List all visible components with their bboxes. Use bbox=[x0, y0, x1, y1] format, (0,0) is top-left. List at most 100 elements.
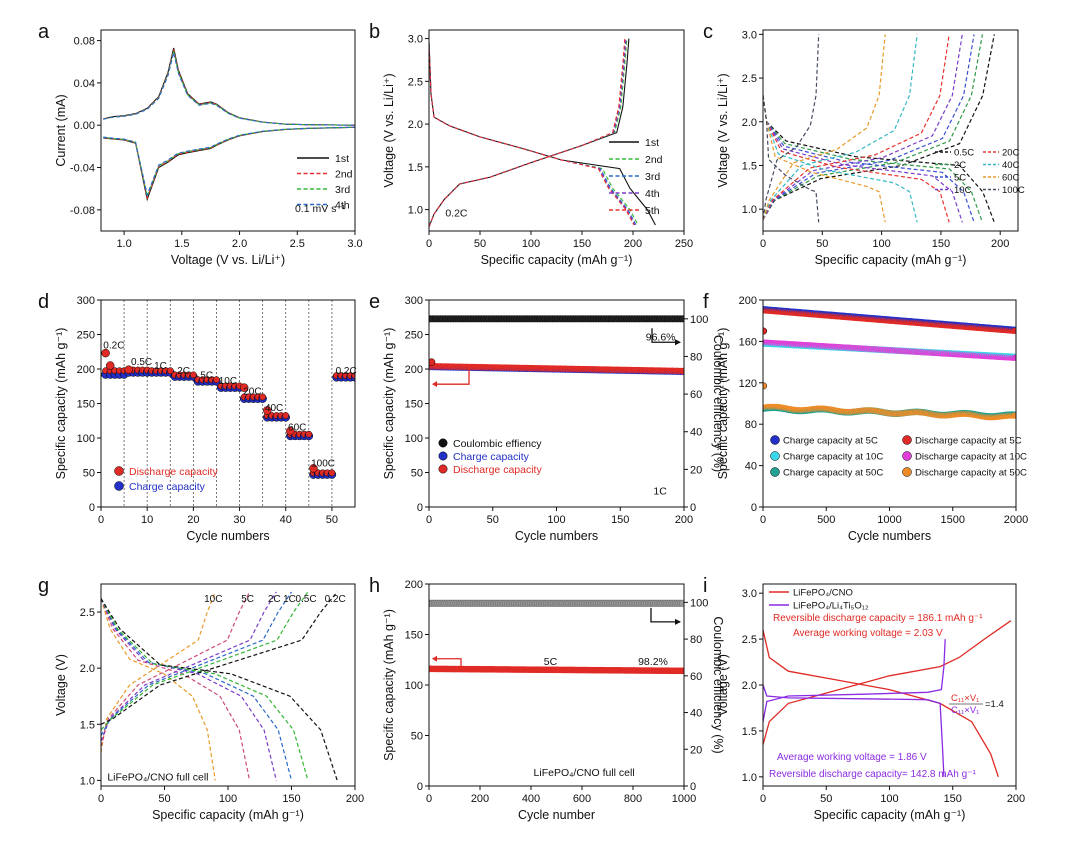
y-tick-label: 50 bbox=[411, 731, 423, 743]
x-tick-label: 250 bbox=[675, 238, 693, 250]
panel-label-f: f bbox=[703, 291, 709, 313]
x-tick-label: 100 bbox=[547, 514, 565, 526]
plot-area-g bbox=[101, 591, 338, 781]
charge-curve-0.2C bbox=[101, 591, 338, 725]
discharge-point-first bbox=[263, 406, 272, 415]
discharge-curve-2nd bbox=[429, 42, 639, 226]
rate-label: 0.2C bbox=[336, 366, 357, 377]
y-axis-label: Specific capacity (mAh g⁻¹) bbox=[54, 328, 68, 480]
discharge-point bbox=[328, 469, 336, 477]
x-tick-label: 2000 bbox=[1004, 514, 1028, 526]
point-Discharge capacity at 10C bbox=[1011, 354, 1016, 361]
plot-frame-h bbox=[428, 583, 685, 787]
arrow-to-left-axis bbox=[437, 366, 470, 385]
y-tick-label: 1.0 bbox=[742, 772, 757, 784]
discharge-curve-1st bbox=[429, 42, 656, 226]
legend-label: Charge capacity bbox=[453, 451, 530, 463]
annotation-cell: LiFePO₄/CNO full cell bbox=[107, 771, 208, 783]
y-tick-label: 200 bbox=[77, 364, 95, 376]
rate-label-10C: 10C bbox=[204, 594, 222, 605]
panel-d: d 0 10 20 30 40 50 0 50 100 150 200 250 300 Cycle numb… bbox=[38, 291, 357, 543]
x-tick-label: 40 bbox=[280, 514, 292, 526]
y-tick-label: 200 bbox=[405, 364, 423, 376]
panel-c: c 0 50 100 150 200 1.0 1.5 2.0 2.5 3.0 Specific cap… bbox=[703, 21, 1025, 267]
y-tick-label: 1.0 bbox=[408, 205, 423, 217]
y-tick-label: 150 bbox=[405, 630, 423, 642]
discharge-curve-10C bbox=[101, 598, 216, 781]
y-tick-label: 2.5 bbox=[742, 634, 757, 646]
discharge-point-first bbox=[429, 358, 436, 366]
y-tick-label: 1.0 bbox=[80, 775, 95, 787]
y-tick-label: 1.5 bbox=[408, 162, 423, 174]
x-tick-label: 20 bbox=[187, 514, 199, 526]
x-tick-label: 50 bbox=[158, 793, 170, 805]
legend-label: 2nd bbox=[335, 169, 353, 181]
x-axis-label: Specific capacity (mAh g⁻¹) bbox=[815, 253, 967, 267]
x-tick-label: 600 bbox=[573, 793, 591, 805]
y-tick-label: 0 bbox=[751, 502, 757, 514]
legend-marker bbox=[902, 467, 912, 477]
y-tick-label: 2.5 bbox=[80, 607, 95, 619]
y-axis-label: Current (mA) bbox=[54, 94, 68, 166]
legend-label: Discharge capacity bbox=[129, 466, 218, 478]
legend-label: 4th bbox=[335, 200, 350, 212]
legend-label: Discharge capacity bbox=[453, 464, 542, 476]
panel-i: i 0 50 100 150 200 1.0 1.5 2.0 2.5 3.0 Specific cap… bbox=[703, 575, 1025, 822]
discharge-point bbox=[259, 393, 267, 401]
discharge-curve-cno bbox=[763, 629, 999, 778]
annotation: Average working voltage = 2.03 V bbox=[793, 628, 943, 639]
x-tick-label: 0 bbox=[426, 238, 432, 250]
x-tick-label: 200 bbox=[471, 793, 489, 805]
legend-marker-discharge bbox=[114, 466, 124, 476]
point-Discharge capacity at 50C bbox=[1011, 412, 1016, 419]
panel-b: b 0 50 100 150 200 250 1.0 1.5 2.0 2.5 3.0 Specific … bbox=[369, 21, 693, 267]
y-tick-label: 0 bbox=[417, 502, 423, 514]
y-right-tick-label: 20 bbox=[690, 744, 702, 756]
discharge-curve-0.2C bbox=[101, 598, 338, 781]
charge-curve-5C bbox=[763, 34, 975, 220]
y-tick-label: 0.08 bbox=[74, 36, 95, 48]
point-Discharge capacity at 5C bbox=[1011, 327, 1016, 335]
charge-curve-0.5C bbox=[101, 591, 309, 731]
first-point bbox=[763, 327, 768, 335]
plot-area-d bbox=[101, 300, 355, 507]
x-tick-label: 50 bbox=[326, 514, 338, 526]
charge-curve-2C bbox=[763, 34, 983, 220]
charge-curve-100C bbox=[763, 34, 820, 220]
x-tick-label: 150 bbox=[573, 238, 591, 250]
legend-label: 0.5C bbox=[954, 148, 974, 159]
plot-area-f bbox=[763, 306, 1016, 421]
legend-label: Charge capacity at 10C bbox=[783, 452, 883, 463]
legend-label: Discharge capacity at 10C bbox=[915, 452, 1027, 463]
plot-frame-c bbox=[762, 29, 1019, 232]
legend-label: 1st bbox=[645, 137, 659, 149]
rate-label-0.2C: 0.2C bbox=[325, 594, 346, 605]
legend-label: Discharge capacity at 50C bbox=[915, 468, 1027, 479]
y-tick-label: -0.04 bbox=[70, 163, 95, 175]
rate-label: 100C bbox=[311, 458, 335, 469]
rate-label: 5C bbox=[200, 371, 213, 382]
discharge-point-first bbox=[124, 365, 133, 374]
legend-label: Coulombic effiency bbox=[453, 438, 542, 450]
rate-label: 20C bbox=[243, 387, 261, 398]
legend-label: 60C bbox=[1002, 173, 1020, 184]
y-tick-label: 1.0 bbox=[742, 204, 757, 216]
discharge-point bbox=[166, 367, 174, 375]
annotation: =1.4 bbox=[985, 699, 1004, 710]
y-axis-label: Voltage (V vs. Li/Li⁺) bbox=[382, 73, 396, 187]
charge-curve-cno bbox=[763, 620, 1012, 745]
plot-frame-a bbox=[100, 29, 356, 232]
y-tick-label: 2.0 bbox=[408, 119, 423, 131]
y-tick-label: 40 bbox=[745, 461, 757, 473]
x-tick-label: 50 bbox=[474, 238, 486, 250]
rate-label: 0.2C bbox=[103, 340, 124, 351]
x-axis-label: Specific capacity (mAh g⁻¹) bbox=[152, 808, 304, 822]
legend-label: 4th bbox=[645, 188, 660, 200]
cv-curve-2nd bbox=[103, 49, 355, 200]
rate-label-5C: 5C bbox=[241, 594, 254, 605]
x-tick-label: 0 bbox=[98, 793, 104, 805]
annotation: C₁₁×V₁ bbox=[951, 705, 979, 716]
discharge-curve-1C bbox=[101, 598, 293, 781]
x-tick-label: 30 bbox=[233, 514, 245, 526]
